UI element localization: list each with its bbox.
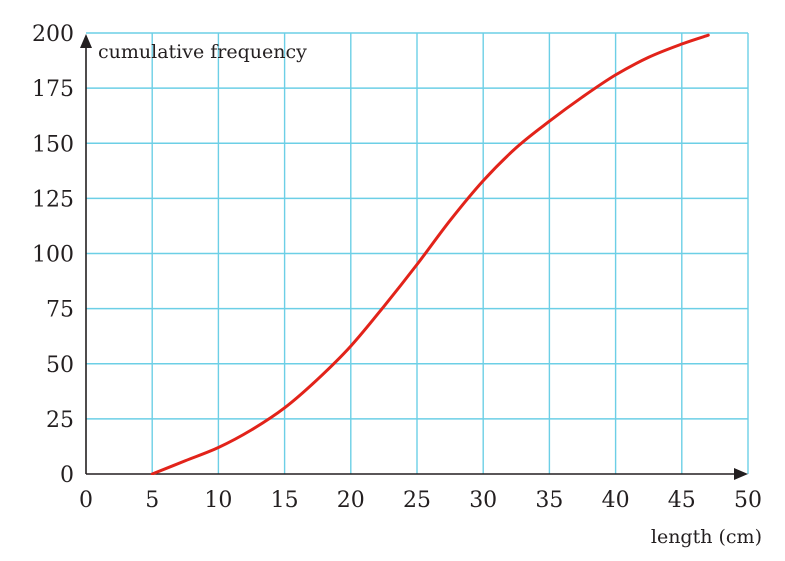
x-tick-label: 35 [535,488,563,513]
y-tick-label: 150 [32,132,74,157]
series-layer [150,33,710,475]
x-tick-label: 15 [271,488,299,513]
y-tick-label: 0 [60,463,74,488]
x-axis-label: length (cm) [651,526,762,548]
y-tick-label: 125 [32,187,74,212]
y-axis-label: cumulative frequency [98,41,307,63]
y-tick-label: 100 [32,243,74,268]
x-tick-label: 10 [204,488,232,513]
x-tick-label: 25 [403,488,431,513]
y-tick-label: 25 [46,408,74,433]
y-tick-label: 75 [46,298,74,323]
grid [86,32,749,474]
axes [80,34,748,480]
x-tick-label: 5 [145,488,159,513]
x-tick-label: 30 [469,488,497,513]
x-tick-label: 20 [337,488,365,513]
x-tick-label: 0 [79,488,93,513]
tick-labels: 0 5 10 15 20 25 30 35 40 45 50 0 25 50 75 100 125 150 175 2… [32,22,762,513]
y-axis-arrow [80,34,92,48]
y-tick-label: 175 [32,77,74,102]
x-tick-label: 50 [734,488,762,513]
y-tick-label: 50 [46,353,74,378]
series-line [150,33,710,475]
y-tick-label: 200 [32,22,74,47]
x-axis-arrow [734,468,748,480]
x-tick-label: 40 [602,488,630,513]
x-tick-label: 45 [668,488,696,513]
